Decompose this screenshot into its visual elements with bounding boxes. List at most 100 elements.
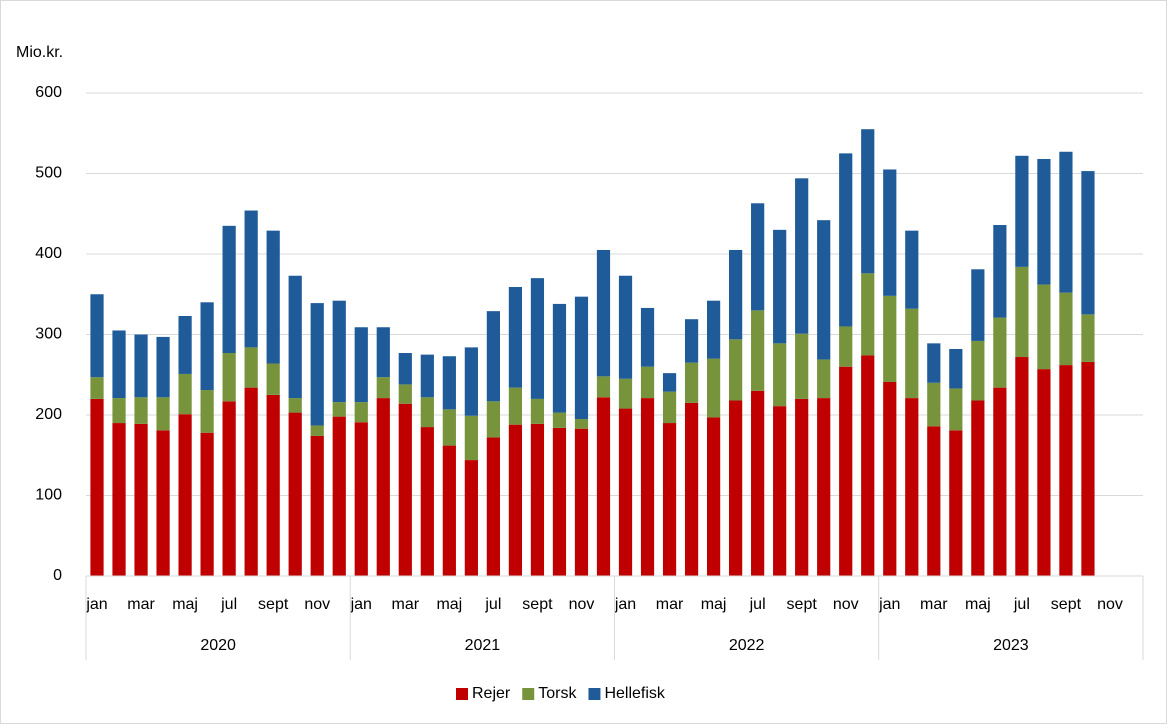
y-tick-label: 200 [35, 406, 62, 423]
bar-segment [508, 387, 523, 425]
bar-segment [332, 416, 346, 576]
bar-segment [706, 358, 721, 418]
bar-segment [817, 359, 831, 399]
bar-segment [773, 343, 787, 407]
bar-segment [861, 355, 875, 576]
x-tick-label: sept [522, 596, 553, 613]
bar-segment [244, 347, 258, 388]
legend-swatch [456, 688, 468, 700]
bar-segment [817, 398, 831, 576]
bar-segment [420, 397, 434, 428]
bar-segment [640, 307, 655, 367]
bar-segment [90, 377, 104, 399]
bar-segment [993, 387, 1007, 576]
x-tick-label: jul [220, 596, 237, 613]
legend-swatch [588, 688, 601, 700]
bar-segment [222, 401, 236, 576]
bar-segment [817, 220, 831, 360]
bar-segment [684, 362, 699, 403]
x-tick-label: mar [656, 596, 684, 613]
bar-segment [662, 391, 677, 424]
bar-segment [971, 269, 985, 341]
bar-segment [376, 327, 390, 378]
bar-segment [949, 388, 963, 431]
bar-segment [200, 432, 214, 576]
x-tick-label: mar [920, 596, 948, 613]
bar-segment [729, 400, 743, 576]
x-tick-label: nov [569, 596, 595, 613]
bar-segment [927, 382, 941, 427]
x-tick-label: jan [85, 596, 107, 613]
bar-segment [200, 390, 214, 433]
bar-segment [156, 430, 170, 576]
bar-segment [684, 402, 699, 576]
bar-segment [883, 295, 897, 382]
bar-segment [993, 317, 1007, 388]
x-tick-label: maj [172, 596, 198, 613]
bar-segment [310, 425, 324, 436]
bar-segment [266, 230, 280, 364]
bar-segment [508, 287, 523, 388]
bar-segment [574, 419, 589, 429]
y-tick-label: 400 [35, 245, 62, 262]
bar-segment [332, 300, 346, 403]
bar-segment [1059, 151, 1073, 293]
bar-segment [596, 376, 611, 398]
bar-segment [310, 303, 324, 426]
legend-label: Hellefisk [604, 685, 665, 702]
year-label: 2021 [465, 637, 501, 654]
y-tick-label: 500 [35, 165, 62, 182]
bar-segment [354, 402, 368, 423]
bar-segment [662, 373, 677, 392]
bar-segment [993, 225, 1007, 318]
x-tick-label: mar [392, 596, 420, 613]
bar-segment [420, 354, 434, 398]
bar-segment [640, 398, 655, 576]
bar-segment [288, 275, 302, 399]
bar-segment [112, 330, 126, 399]
x-tick-label: maj [436, 596, 462, 613]
bar-segment [1037, 284, 1051, 370]
bar-segment [927, 426, 941, 576]
bar-segment [376, 377, 390, 399]
bar-segment [156, 397, 170, 431]
bar-segment [971, 340, 985, 401]
bar-segment [1081, 361, 1095, 576]
bar-segment [222, 353, 236, 402]
bar-segment [1015, 155, 1029, 267]
y-tick-label: 300 [35, 326, 62, 343]
bar-segment [574, 296, 589, 420]
bar-segment [883, 169, 897, 296]
bar-segment [751, 203, 765, 311]
bar-segment [464, 415, 478, 461]
bar-segment [486, 311, 500, 402]
bar-segment [464, 460, 478, 576]
x-tick-label: nov [304, 596, 330, 613]
bar-segment [596, 249, 611, 377]
bar-segment [90, 398, 104, 576]
bar-segment [839, 366, 853, 576]
y-tick-label: 0 [53, 567, 62, 584]
x-tick-label: sept [787, 596, 818, 613]
bar-segment [839, 153, 853, 327]
x-tick-label: mar [127, 596, 155, 613]
x-tick-label: jul [1013, 596, 1030, 613]
bar-segment [530, 278, 545, 399]
x-tick-label: sept [1051, 596, 1082, 613]
y-axis-label: Mio.kr. [16, 44, 63, 61]
bar-segment [927, 343, 941, 383]
bar-segment [861, 129, 875, 274]
bar-segment [486, 437, 500, 576]
bar-segment [1059, 365, 1073, 576]
bar-segment [134, 397, 148, 424]
bar-segment [112, 398, 126, 424]
bar-segment [376, 398, 390, 576]
bar-segment [618, 378, 633, 409]
bar-segment [662, 423, 677, 576]
x-tick-label: jan [350, 596, 372, 613]
x-tick-label: sept [258, 596, 289, 613]
bar-segment [574, 428, 589, 576]
x-tick-label: jul [484, 596, 501, 613]
bar-segment [552, 303, 567, 413]
